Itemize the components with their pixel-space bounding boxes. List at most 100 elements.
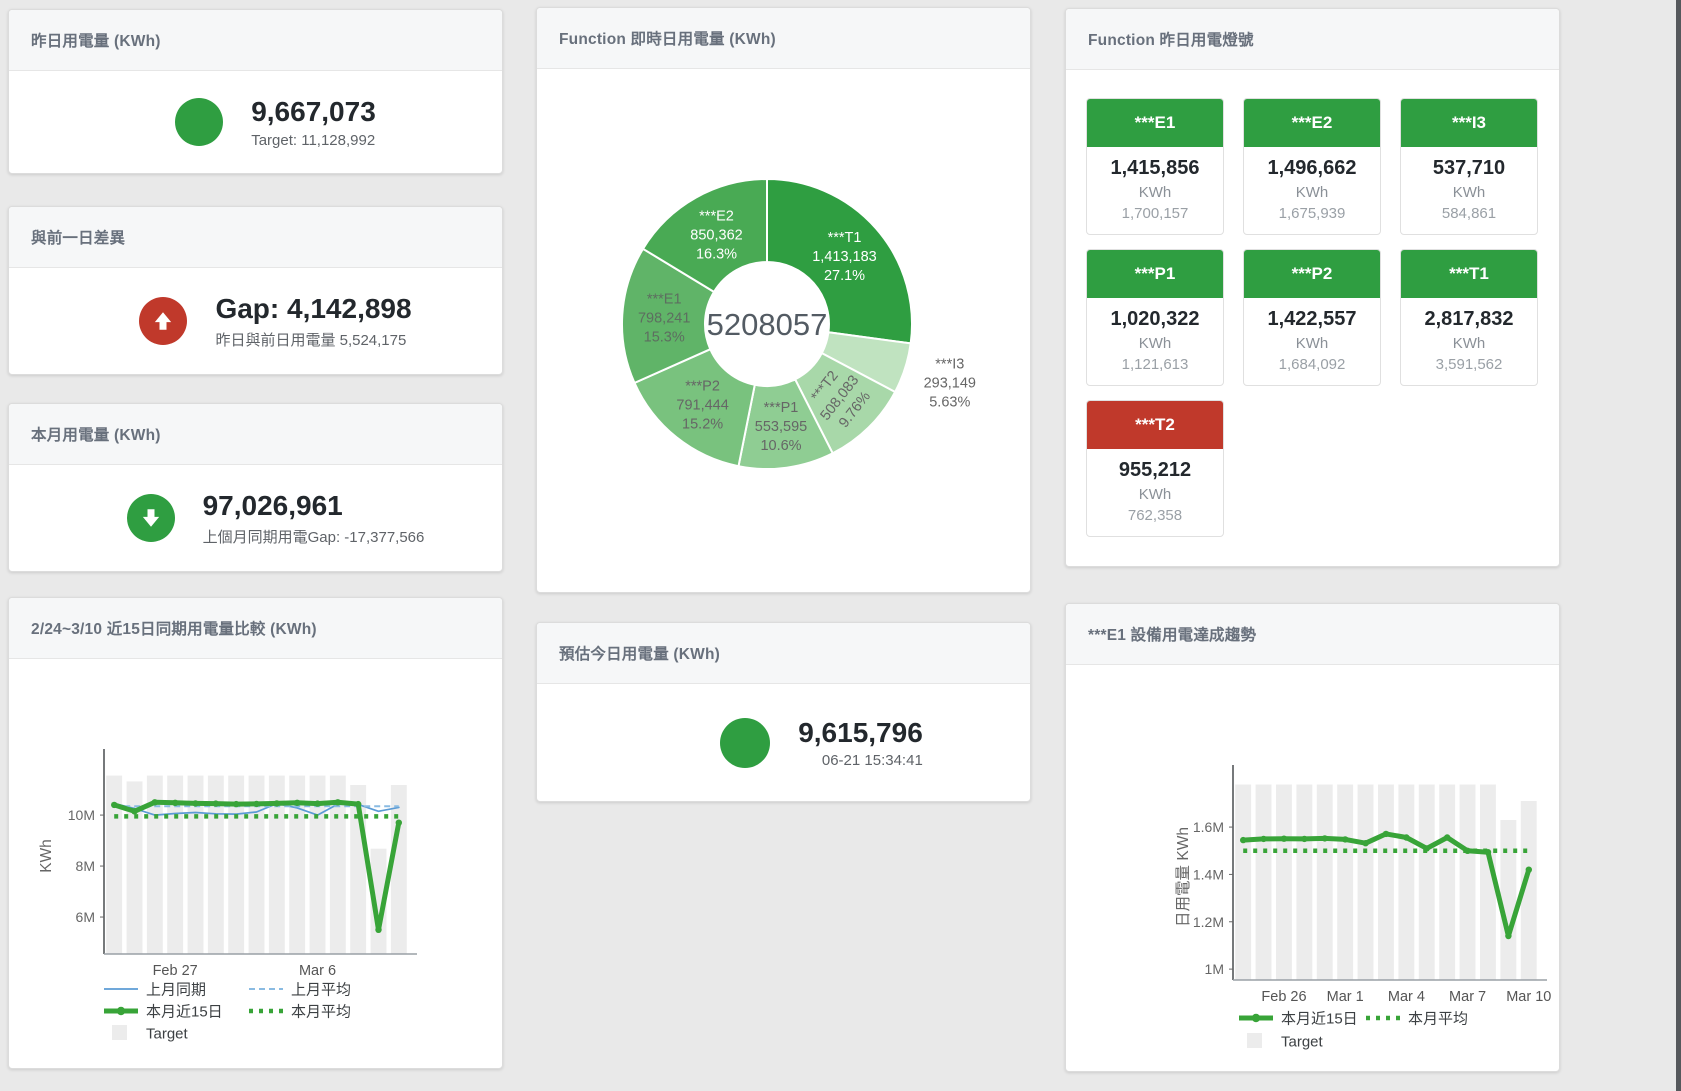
scrollbar[interactable] [1676, 0, 1681, 1091]
tile-status-header: ***P2 [1244, 250, 1380, 298]
svg-text:***E2: ***E2 [699, 208, 734, 224]
target-bar [309, 775, 326, 954]
panel-month-usage: 本月用電量 (KWh) 97,026,961 上個月同期用電Gap: -17,3… [8, 403, 503, 572]
yesterday-usage-value: 9,667,073 [251, 96, 376, 128]
yesterday-usage-target: Target: 11,128,992 [251, 131, 376, 149]
target-bar [1520, 801, 1537, 980]
legend-item-本月平均[interactable]: 本月平均 [249, 1004, 351, 1021]
legend-item-Target[interactable]: Target [112, 1025, 189, 1043]
target-bar [329, 775, 346, 954]
panel-title: 與前一日差異 [31, 230, 126, 247]
svg-text:***T1: ***T1 [828, 230, 862, 246]
target-bar [1235, 784, 1252, 980]
target-bar [228, 775, 245, 954]
y-axis-tick: 6M [76, 909, 95, 925]
donut-center-total: 5208057 [707, 307, 828, 342]
function-tile-T1: ***T1 2,817,832 KWh 3,591,562 [1400, 249, 1538, 386]
function-tile-P2: ***P2 1,422,557 KWh 1,684,092 [1243, 249, 1381, 386]
target-bar [1418, 784, 1435, 980]
function-tile-I3: ***I3 537,710 KWh 584,861 [1400, 98, 1538, 235]
legend-item-本月平均[interactable]: 本月平均 [1366, 1011, 1468, 1028]
tile-unit-label: KWh [1138, 486, 1172, 503]
target-bar [1296, 784, 1313, 980]
x-axis-tick: Mar 6 [299, 963, 336, 979]
function-tile-T2: ***T2 955,212 KWh 762,358 [1086, 400, 1224, 537]
target-bar [268, 775, 285, 954]
target-bar [289, 775, 306, 954]
target-bar [390, 785, 407, 954]
tile-usage-value: 1,415,856 [1110, 157, 1200, 179]
y-axis-tick: 1.2M [1193, 914, 1224, 930]
donut-slice-E2[interactable] [642, 178, 768, 293]
estimate-today-value: 9,615,796 [798, 716, 923, 748]
estimate-timestamp: 06-21 15:34:41 [821, 752, 923, 770]
x-axis-tick: Feb 27 [153, 963, 198, 979]
tile-target-value: 3,591,562 [1435, 356, 1503, 373]
donut-label-I3: ***I3 293,149 5.63% [924, 357, 976, 411]
tile-target-value: 584,861 [1441, 205, 1497, 222]
donut-label-T1: ***T1 1,413,183 27.1% [812, 230, 877, 284]
tile-usage-value: 2,817,832 [1424, 308, 1514, 330]
function-tile-E2: ***E2 1,496,662 KWh 1,675,939 [1243, 98, 1381, 235]
tile-unit-label: KWh [1138, 335, 1172, 352]
tile-unit-label: KWh [1138, 184, 1172, 201]
donut-slice-T1[interactable] [766, 178, 914, 345]
panel-yesterday-lights: Function 昨日用電燈號 ***E1 1,415,856 KWh 1,700,1… [1065, 8, 1560, 567]
panel-estimate-today: 預估今日用電量 (KWh) 9,615,796 06-21 15:34:41 [536, 622, 1031, 802]
target-bar [167, 775, 184, 954]
legend-item-Target[interactable]: Target [1247, 1033, 1324, 1051]
month-usage-gap: 上個月同期用電Gap: -17,377,566 [202, 528, 425, 546]
target-bar [146, 775, 163, 954]
svg-text:5.63%: 5.63% [929, 395, 970, 411]
svg-text:850,362: 850,362 [690, 227, 742, 243]
legend-item-上月同期[interactable]: 上月同期 [104, 982, 206, 999]
svg-text:798,241: 798,241 [638, 311, 690, 327]
tile-target-value: 1,121,613 [1121, 356, 1189, 373]
tile-target-value: 1,700,157 [1121, 205, 1189, 222]
svg-text:15.3%: 15.3% [644, 330, 685, 346]
down-arrow-icon [126, 494, 175, 542]
svg-text:Target: Target [1281, 1034, 1324, 1051]
panel-header: 預估今日用電量 (KWh) [537, 623, 1030, 684]
target-bar [1500, 820, 1517, 980]
svg-text:本月平均: 本月平均 [1408, 1011, 1468, 1028]
target-bar [1337, 784, 1354, 980]
panel-realtime-donut: Function 即時日用電量 (KWh) ***T1 1,413,183 27.1… [536, 7, 1031, 593]
month-usage-value: 97,026,961 [202, 490, 343, 522]
tile-unit-label: KWh [1295, 184, 1329, 201]
y-axis-tick: 8M [76, 858, 95, 874]
panel-day-gap: 與前一日差異 Gap: 4,142,898 昨日與前日用電量 5,524,175 [8, 206, 503, 375]
svg-text:***P1: ***P1 [764, 400, 799, 416]
function-tiles-grid: ***E1 1,415,856 KWh 1,700,157 ***E2 1,496,662… [1086, 98, 1541, 537]
panel-yesterday-usage: 昨日用電量 (KWh) 9,667,073 Target: 11,128,992 [8, 9, 503, 174]
donut-label-E2: ***E2 850,362 16.3% [690, 208, 742, 262]
x-axis-tick: Feb 26 [1261, 989, 1306, 1005]
legend-item-本月近15日[interactable]: 本月近15日 [104, 1004, 223, 1021]
tile-status-header: ***I3 [1401, 99, 1537, 147]
status-circle-icon [720, 717, 771, 768]
svg-text:1,413,183: 1,413,183 [812, 249, 877, 265]
svg-text:15.2%: 15.2% [682, 416, 723, 432]
day-gap-value: Gap: 4,142,898 [215, 293, 412, 325]
legend-item-本月近15日[interactable]: 本月近15日 [1239, 1011, 1358, 1028]
realtime-usage-donut-chart[interactable]: ***T1 1,413,183 27.1% ***I3 293,149 5.63% ***T… [537, 69, 1028, 592]
panel-title: Function 即時日用電量 (KWh) [559, 31, 776, 48]
tile-unit-label: KWh [1295, 335, 1329, 352]
panel-title: 2/24~3/10 近15日同期用電量比較 (KWh) [31, 621, 317, 638]
svg-text:本月近15日: 本月近15日 [146, 1004, 223, 1021]
e1-trend-line-chart[interactable]: 1M 1.2M 1.4M 1.6M Feb 26 Mar 1 Mar 4 Mar 7 Mar 1… [1066, 665, 1557, 1071]
target-bar [106, 775, 123, 954]
y-axis-tick: 1M [1205, 961, 1224, 977]
tile-usage-value: 1,496,662 [1267, 157, 1357, 179]
panel-header: 與前一日差異 [9, 207, 502, 268]
tile-usage-value: 955,212 [1118, 459, 1192, 481]
panel-header: Function 即時日用電量 (KWh) [537, 8, 1030, 69]
panel-title: 昨日用電量 (KWh) [31, 33, 161, 50]
tile-status-header: ***E1 [1087, 99, 1223, 147]
legend-item-上月平均[interactable]: 上月平均 [249, 982, 351, 999]
panel-e1-trend-chart: ***E1 設備用電達成趨勢 1M 1.2M 1.4M 1.6M Feb 26 Mar 1… [1065, 603, 1560, 1072]
panel-15day-compare-chart: 2/24~3/10 近15日同期用電量比較 (KWh) 6M 8M 10M Feb 2… [8, 597, 503, 1069]
svg-text:Target: Target [146, 1026, 189, 1043]
x-axis-tick: Mar 1 [1327, 989, 1364, 1005]
